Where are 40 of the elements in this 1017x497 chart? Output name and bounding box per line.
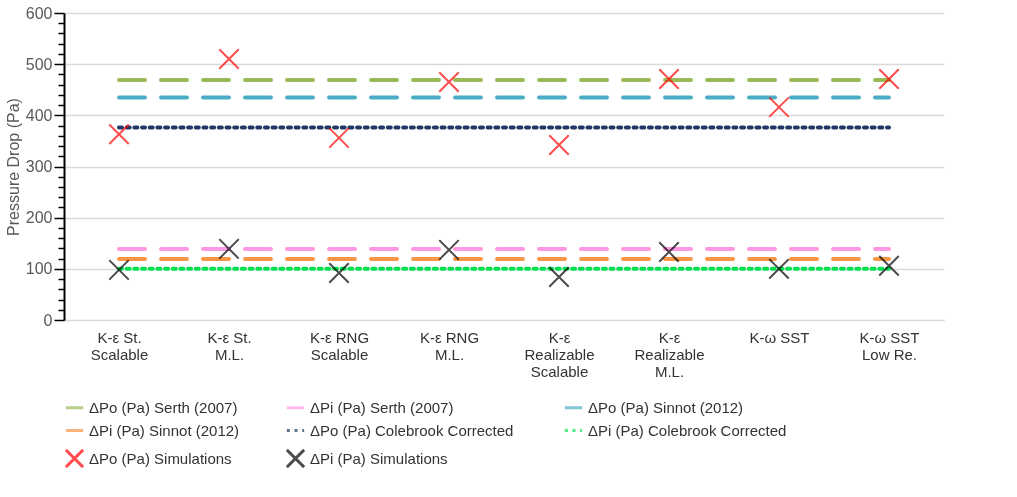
point	[108, 123, 130, 146]
legend-label: ΔPi (Pa) Sinnot (2012)	[89, 421, 240, 439]
y-tick-label: 200	[25, 209, 53, 227]
x-tick-label: K-ε Realizable M.L.	[634, 328, 705, 380]
legend-label: ΔPo (Pa) Serth (2007)	[89, 398, 238, 416]
x-tick-label: K-ε RNG M.L.	[419, 328, 480, 363]
y-axis-title: Pressure Drop (Pa)	[4, 98, 22, 236]
y-tick-label: 0	[43, 311, 53, 329]
legend-label: ΔPi (Pa) Serth (2007)	[310, 398, 454, 416]
x-tick-label: K-ω SST	[749, 328, 810, 346]
point	[878, 68, 900, 90]
y-tick-label: 500	[25, 55, 53, 73]
x-tick-label: K-ε St. Scalable	[90, 328, 149, 363]
point	[658, 241, 680, 263]
x-tick-label: K-ε St. M.L.	[207, 328, 252, 363]
legend-label: ΔPo (Pa) Simulations	[89, 449, 232, 467]
point	[878, 255, 900, 277]
point	[548, 266, 570, 288]
y-tick-label: 400	[25, 106, 53, 124]
x-tick-label: K-ω SST Low Re.	[859, 328, 920, 363]
legend-label: ΔPo (Pa) Sinnot (2012)	[588, 398, 744, 416]
point	[438, 71, 460, 93]
y-tick-label: 300	[25, 158, 53, 175]
legend-label: ΔPo (Pa) Colebrook Corrected	[310, 421, 514, 439]
point	[658, 68, 680, 90]
legend-label: ΔPi (Pa) Colebrook Corrected	[588, 421, 787, 439]
point	[328, 127, 350, 149]
x-tick-label: K-ε Realizable Scalable	[524, 328, 595, 380]
point	[108, 259, 130, 281]
x-tick-label: K-ε RNG Scalable	[309, 328, 370, 363]
point	[768, 258, 790, 280]
y-tick-label: 600	[25, 4, 53, 22]
legend-label: ΔPi (Pa) Simulations	[310, 449, 448, 467]
point	[768, 96, 790, 118]
point	[218, 48, 240, 70]
point	[328, 262, 350, 284]
point	[438, 239, 460, 261]
point	[548, 134, 570, 156]
y-tick-label: 100	[25, 260, 53, 278]
point	[218, 238, 240, 260]
